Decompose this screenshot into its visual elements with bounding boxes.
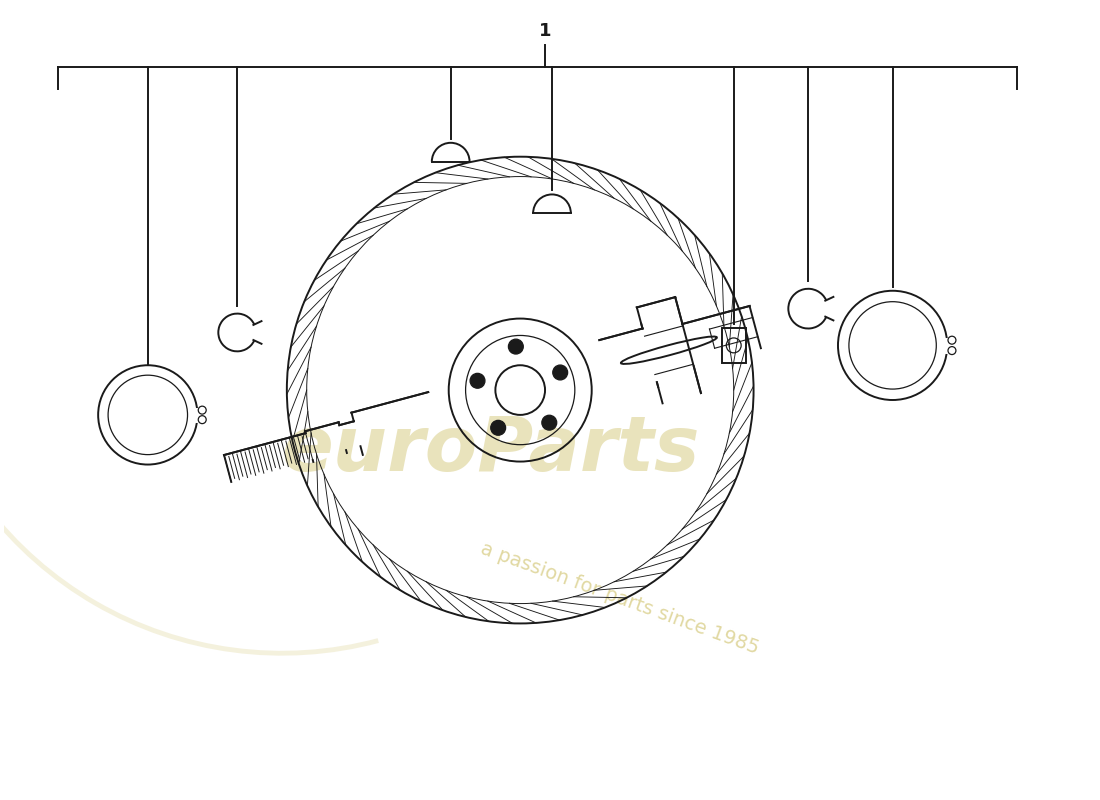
Text: a passion for parts since 1985: a passion for parts since 1985 bbox=[477, 539, 761, 658]
FancyBboxPatch shape bbox=[722, 327, 746, 363]
Circle shape bbox=[470, 374, 485, 388]
Circle shape bbox=[491, 420, 506, 435]
Circle shape bbox=[553, 365, 568, 380]
Text: 1: 1 bbox=[539, 22, 551, 39]
Circle shape bbox=[508, 339, 524, 354]
Text: euroParts: euroParts bbox=[282, 413, 700, 486]
Circle shape bbox=[542, 415, 557, 430]
